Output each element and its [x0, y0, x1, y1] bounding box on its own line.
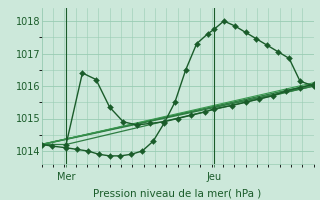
- X-axis label: Pression niveau de la mer( hPa ): Pression niveau de la mer( hPa ): [93, 189, 262, 199]
